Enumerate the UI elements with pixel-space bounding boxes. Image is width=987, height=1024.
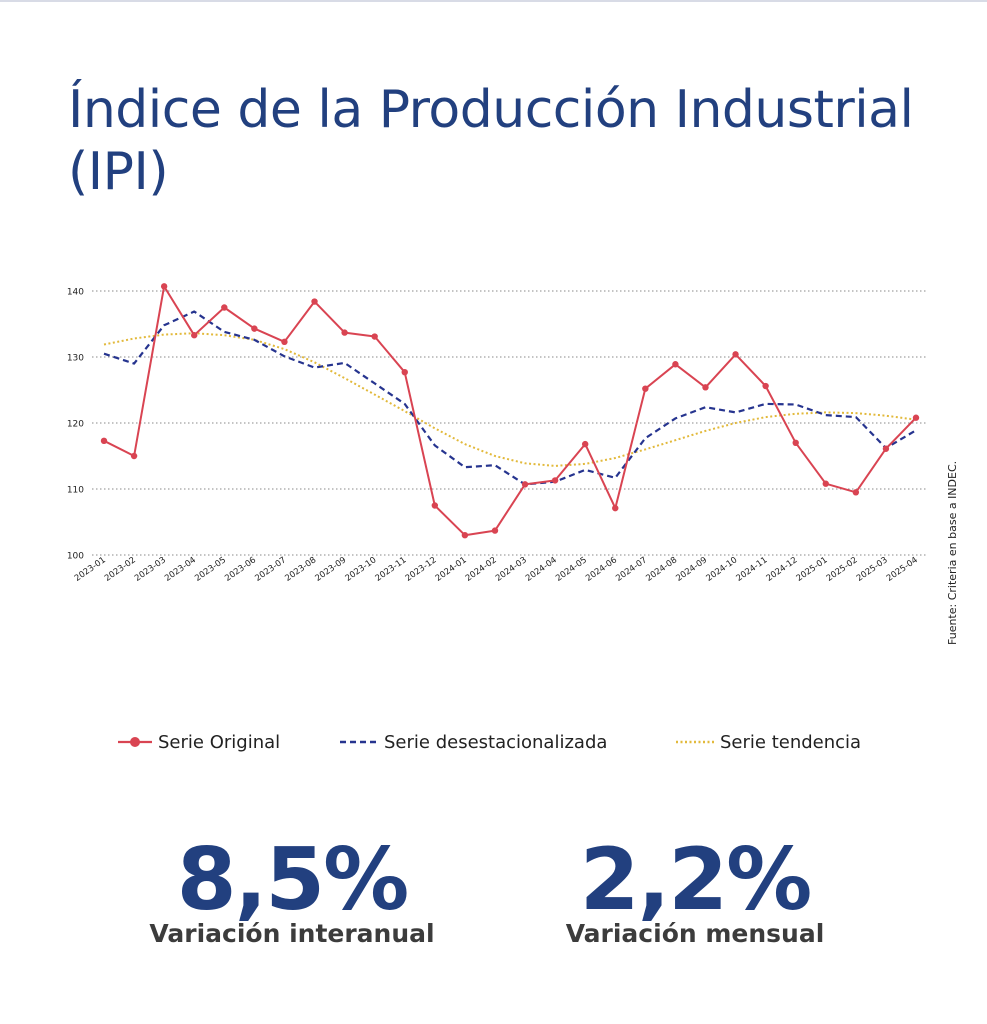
y-axis-ticks: 100 110 120 130 140 xyxy=(67,288,84,562)
series-line-1 xyxy=(103,310,917,486)
x-tick-label: 2024-02 xyxy=(464,555,499,584)
data-point xyxy=(311,298,318,305)
data-point xyxy=(341,329,348,336)
data-point xyxy=(551,477,559,484)
y-tick-label: 100 xyxy=(67,552,84,562)
data-point xyxy=(612,504,619,512)
chart-series xyxy=(100,283,920,539)
x-tick-label: 2023-10 xyxy=(344,555,379,584)
kpi-mensual-value: 2,2% xyxy=(579,830,813,930)
data-point xyxy=(822,480,829,487)
legend-item-original: Serie Original xyxy=(118,728,280,756)
x-tick-label: 2023-08 xyxy=(283,555,318,584)
x-tick-label: 2024-01 xyxy=(434,555,469,584)
data-point xyxy=(672,361,679,368)
legend-marker-tendencia-icon xyxy=(676,740,714,744)
data-point xyxy=(371,333,378,340)
data-point xyxy=(642,385,649,392)
data-point xyxy=(792,439,799,446)
legend-marker-desestacionalizada-icon xyxy=(340,740,378,744)
x-tick-label: 2023-03 xyxy=(133,555,168,584)
x-tick-label: 2023-02 xyxy=(103,555,138,584)
x-tick-label: 2023-07 xyxy=(253,555,288,584)
x-tick-label: 2023-06 xyxy=(223,555,258,584)
x-tick-label: 2024-07 xyxy=(614,555,649,584)
data-point xyxy=(882,445,890,452)
data-point xyxy=(521,481,529,488)
x-tick-label: 2025-03 xyxy=(855,555,890,584)
x-tick-label: 2023-09 xyxy=(313,555,348,584)
kpi-mensual: 2,2% Variación mensual xyxy=(515,835,875,949)
x-tick-label: 2024-10 xyxy=(704,555,739,584)
top-divider xyxy=(0,0,987,2)
data-point xyxy=(130,452,138,460)
series-line-0 xyxy=(103,285,917,537)
data-point xyxy=(732,351,739,358)
legend-label-tendencia: Serie tendencia xyxy=(720,731,862,753)
kpi-interanual-value: 8,5% xyxy=(176,830,410,930)
chart-grid xyxy=(92,290,928,556)
x-tick-label: 2024-11 xyxy=(735,555,770,584)
x-tick-label: 2024-03 xyxy=(494,555,529,584)
x-tick-label: 2025-02 xyxy=(825,555,860,584)
x-tick-label: 2024-08 xyxy=(644,555,679,584)
page-title: Índice de la Producción Industrial (IPI) xyxy=(68,79,914,202)
kpi-interanual-label: Variación interanual xyxy=(149,919,435,948)
data-point xyxy=(221,304,228,311)
data-point xyxy=(461,532,469,539)
x-tick-label: 2025-01 xyxy=(795,555,830,584)
legend-item-desestacionalizada: Serie desestacionalizada xyxy=(340,728,607,756)
data-point xyxy=(251,325,258,332)
kpi-interanual: 8,5% Variación interanual xyxy=(112,835,472,949)
y-tick-label: 110 xyxy=(67,486,84,496)
data-point xyxy=(281,338,288,346)
source-note: Fuente: Criteria en base a INDEC. xyxy=(946,460,959,645)
data-point xyxy=(581,440,589,448)
legend-label-desestacionalizada: Serie desestacionalizada xyxy=(384,731,608,753)
x-tick-label: 2023-12 xyxy=(404,555,439,584)
data-point xyxy=(912,414,920,421)
y-tick-label: 130 xyxy=(67,354,84,364)
x-tick-label: 2024-05 xyxy=(554,555,589,584)
data-point xyxy=(191,332,198,339)
chart-legend: Serie Original Serie desestacionalizada … xyxy=(0,728,987,758)
x-tick-label: 2023-05 xyxy=(193,555,228,584)
data-point xyxy=(491,527,499,534)
legend-item-tendencia: Serie tendencia xyxy=(676,728,861,756)
data-point xyxy=(702,384,709,391)
legend-label-original: Serie Original xyxy=(158,731,281,753)
data-point xyxy=(431,502,439,509)
data-point xyxy=(852,489,860,496)
y-tick-label: 140 xyxy=(67,288,84,298)
x-tick-label: 2024-06 xyxy=(584,555,619,584)
legend-marker-original-icon xyxy=(118,737,152,747)
x-tick-label: 2025-04 xyxy=(885,555,920,584)
data-point xyxy=(762,382,769,390)
data-point xyxy=(160,283,168,290)
x-axis-ticks: 2023-012023-022023-032023-042023-052023-… xyxy=(73,555,920,584)
y-tick-label: 120 xyxy=(67,420,84,430)
series-line-2 xyxy=(103,332,917,467)
ipi-line-chart: 100 110 120 130 140 2023-012023-022023-03202… xyxy=(67,283,928,584)
x-tick-label: 2024-04 xyxy=(524,555,559,584)
kpi-mensual-label: Variación mensual xyxy=(565,919,825,948)
data-point xyxy=(401,368,408,376)
x-tick-label: 2024-12 xyxy=(765,555,800,584)
x-tick-label: 2023-04 xyxy=(163,555,198,584)
data-point xyxy=(100,437,108,445)
x-tick-label: 2024-09 xyxy=(674,555,709,584)
x-tick-label: 2023-11 xyxy=(374,555,409,584)
